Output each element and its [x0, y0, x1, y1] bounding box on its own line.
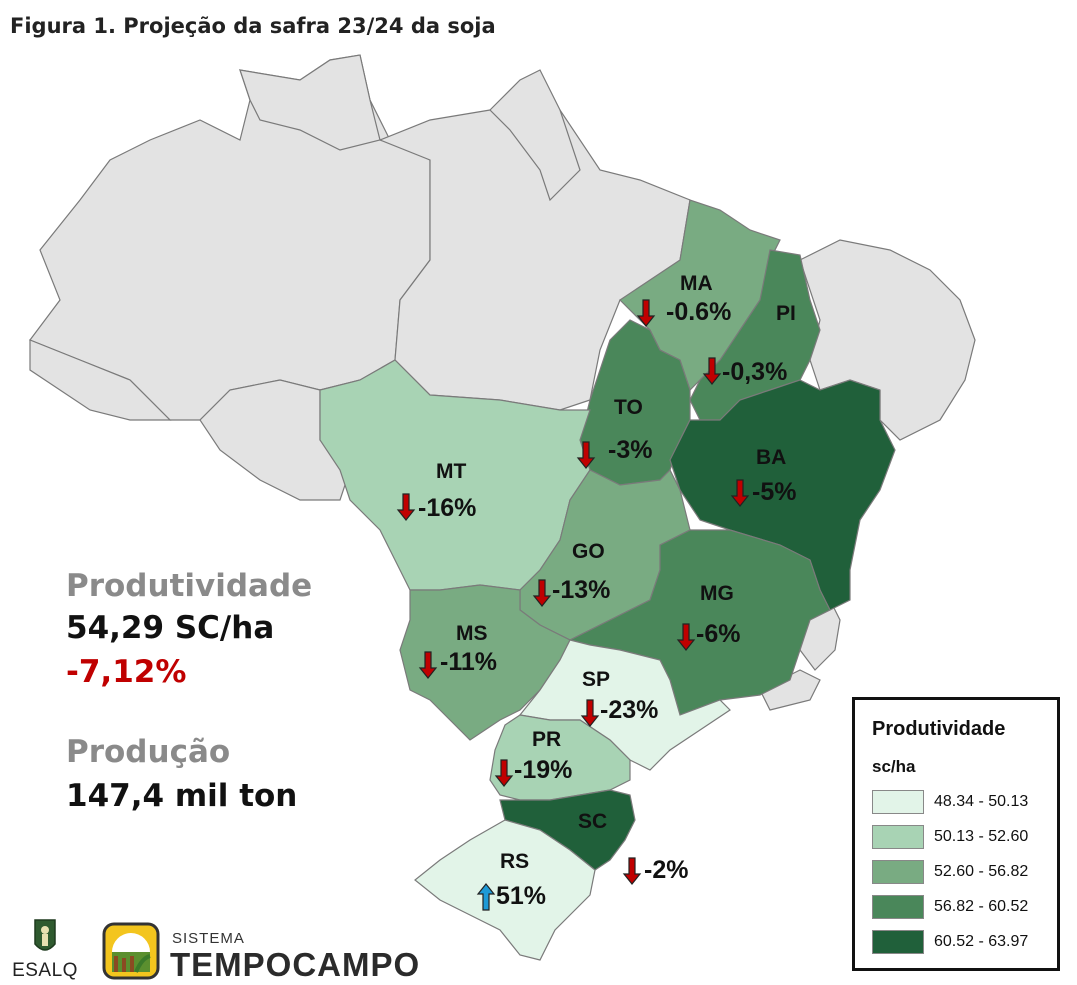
tempocampo-sun-icon	[102, 922, 160, 980]
tempocampo-big-text: TEMPOCAMPO	[170, 946, 421, 983]
label-ma-abbr: MA	[680, 272, 713, 295]
state-ac	[29, 339, 172, 421]
legend-row: 50.13 - 52.60	[872, 825, 1052, 851]
arrow-down-icon-sc	[622, 857, 642, 885]
state-ms	[399, 584, 571, 741]
label-to-change: -3%	[608, 436, 652, 464]
legend-swatch	[872, 930, 924, 954]
label-sc-change: -2%	[644, 856, 688, 884]
state-labels: MA -0.6% PI -0,3% TO -3% BA -5% MT -16% …	[418, 272, 796, 910]
label-ms-change: -11%	[440, 648, 497, 676]
legend-range: 48.34 - 50.13	[934, 793, 1029, 810]
productivity-label: Produtividade	[66, 568, 313, 604]
esalq-logo-text: ESALQ	[12, 960, 78, 981]
arrow-down-icon-ba	[730, 479, 750, 507]
label-mt-change: -16%	[418, 494, 476, 522]
figure-title: Figura 1. Projeção da safra 23/24 da soj…	[10, 14, 496, 38]
label-ms-abbr: MS	[456, 622, 488, 645]
legend-swatch	[872, 860, 924, 884]
state-rs	[414, 819, 596, 961]
arrow-down-icon-ms	[418, 651, 438, 679]
arrow-down-icon-pr	[494, 759, 514, 787]
label-sp-change: -23%	[600, 696, 658, 724]
label-rs-abbr: RS	[500, 850, 529, 873]
label-pr-change: -19%	[514, 756, 572, 784]
legend: Produtividade sc/ha 48.34 - 50.13 50.13 …	[852, 697, 1060, 971]
legend-swatch	[872, 895, 924, 919]
arrow-down-icon-mg	[676, 623, 696, 651]
productivity-change: -7,12%	[66, 654, 187, 690]
production-value: 147,4 mil ton	[66, 778, 298, 814]
production-label: Produção	[66, 734, 231, 770]
arrow-down-icon-pi	[702, 357, 722, 385]
label-ba-change: -5%	[752, 478, 796, 506]
label-sc-abbr: SC	[578, 810, 607, 833]
productivity-value: 54,29 SC/ha	[66, 610, 275, 646]
label-rs-change: 51%	[496, 882, 546, 910]
legend-unit: sc/ha	[872, 757, 916, 776]
label-ba-abbr: BA	[756, 446, 786, 469]
label-pr-abbr: PR	[532, 728, 561, 751]
legend-range: 60.52 - 63.97	[934, 933, 1029, 950]
state-ne-east	[799, 239, 976, 441]
label-ma-change: -0.6%	[666, 298, 731, 326]
esalq-logo: ESALQ	[10, 918, 80, 981]
arrow-down-icon-to	[576, 441, 596, 469]
arrow-down-icon-ma	[636, 299, 656, 327]
arrow-down-icon-sp	[580, 699, 600, 727]
esalq-shield-icon	[34, 919, 56, 951]
change-arrows	[396, 299, 750, 911]
label-pi-change: -0,3%	[722, 358, 787, 386]
label-go-change: -13%	[552, 576, 610, 604]
tempocampo-small-text: SISTEMA	[172, 930, 245, 947]
legend-range: 50.13 - 52.60	[934, 828, 1029, 845]
legend-title: Produtividade	[872, 718, 1006, 740]
label-sp-abbr: SP	[582, 668, 610, 691]
soy-states	[319, 199, 896, 961]
legend-row: 48.34 - 50.13	[872, 790, 1052, 816]
label-mg-change: -6%	[696, 620, 740, 648]
legend-row: 52.60 - 56.82	[872, 860, 1052, 886]
label-mg-abbr: MG	[700, 582, 734, 605]
legend-swatch	[872, 790, 924, 814]
label-pi-abbr: PI	[776, 302, 796, 325]
legend-row: 60.52 - 63.97	[872, 930, 1052, 956]
label-mt-abbr: MT	[436, 460, 466, 483]
tempocampo-logo: SISTEMA TEMPOCAMPO	[102, 922, 422, 983]
state-ba	[669, 379, 896, 611]
legend-row: 56.82 - 60.52	[872, 895, 1052, 921]
state-rj	[759, 669, 821, 711]
legend-swatch	[872, 825, 924, 849]
arrow-up-icon-rs	[476, 883, 496, 911]
state-ap	[489, 69, 581, 202]
no-data-states	[29, 54, 976, 711]
label-to-abbr: TO	[614, 396, 643, 419]
arrow-down-icon-mt	[396, 493, 416, 521]
legend-range: 56.82 - 60.52	[934, 898, 1029, 915]
legend-range: 52.60 - 56.82	[934, 863, 1029, 880]
arrow-down-icon-go	[532, 579, 552, 607]
label-go-abbr: GO	[572, 540, 605, 563]
